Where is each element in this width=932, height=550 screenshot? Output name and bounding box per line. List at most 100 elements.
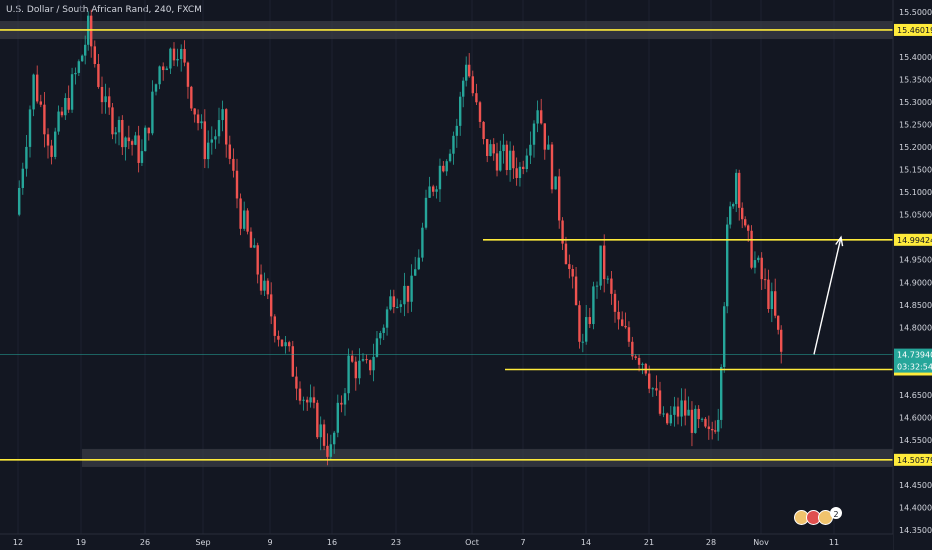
candle-bear [564,243,568,265]
candle-bull [57,111,60,132]
candle-bear [486,139,489,156]
candle-bull [389,296,392,310]
level-label: 14.50579 [897,456,932,465]
candle-bear [67,97,70,110]
candle-bull [379,332,382,339]
event-count-badge[interactable]: 2 [830,507,842,519]
candle-bear [298,388,302,401]
candle-bear [256,245,259,275]
candle-bear [777,315,780,330]
candle-bull [302,399,305,401]
candle-bull [18,187,21,215]
candle-bull [54,131,57,157]
candle-bull [448,153,452,162]
countdown-label: 03:32:54 [897,363,932,372]
candle-bear [100,86,104,103]
candle-bull [21,168,24,188]
candle-bear [340,402,343,405]
candle-bull [717,419,720,432]
candle-bull [735,172,738,205]
candle-bull [726,224,729,307]
candle-bear [270,294,273,317]
candle-bear [280,339,284,347]
candle-bear [774,291,777,316]
candle-bull [729,206,732,225]
candle-bull [757,257,760,261]
candle-bear [432,186,435,192]
candle-bull [599,245,602,286]
candle-bull [547,144,550,150]
candle-bear [295,376,298,389]
candle-bear [512,150,515,169]
price-tick-label: 14.90000 [899,278,932,287]
candle-bear [351,355,354,362]
candle-bear [610,278,613,294]
time-tick-label: 14 [581,538,591,547]
candle-bull [585,317,588,342]
candle-bull [529,144,532,156]
candle-bear [741,207,744,220]
price-tick-label: 15.50000 [899,8,932,17]
candle-bear [624,325,627,328]
candle-bear [291,346,294,377]
candle-bull [144,127,147,152]
candle-bear [760,257,763,280]
candle-bear [704,418,707,427]
current-price-label: 14.73940 [897,351,932,360]
candle-bear [108,96,111,108]
candle-bull [333,432,336,445]
time-tick-label: 26 [140,538,150,547]
candle-bull [680,400,683,417]
time-axis-bg [0,534,893,550]
candle-bull [180,48,183,60]
candle-bull [253,245,256,248]
current-price-bg [894,348,932,373]
candle-bull [669,414,672,424]
candle-bull [732,204,735,207]
candle-bear [203,121,207,160]
price-tick-label: 14.40000 [899,503,932,512]
price-tick-label: 15.20000 [899,143,932,152]
candle-bull [200,121,203,124]
candle-bear [369,360,372,371]
candle-bear [658,390,662,414]
candle-bull [140,151,144,163]
event-badges[interactable]: 2 [794,507,842,525]
candle-bear [468,64,471,77]
candle-bull [581,341,585,343]
candle-bull [358,360,361,379]
price-tick-label: 15.40000 [899,53,932,62]
candle-bull [154,84,158,92]
level-label: 15.46019 [897,26,932,35]
candle-bull [536,110,539,124]
candle-bear [442,165,445,172]
candle-bull [399,304,402,307]
candle-bear [127,137,131,142]
candle-bear [543,123,546,150]
candle-bear [225,109,228,145]
candle-bear [235,170,239,199]
candle-bull [455,125,459,136]
candle-bear [306,399,309,403]
candle-bear [46,134,50,146]
candle-bear [183,48,186,63]
candle-bear [471,76,474,94]
candle-bear [676,406,680,417]
candlestick-series [18,9,783,466]
candle-bear [571,268,574,277]
candle-bear [714,430,717,432]
candle-bear [93,46,96,65]
candle-bull [410,275,413,302]
level-label-bg [894,453,932,466]
candle-bull [114,132,117,135]
price-tick-label: 15.30000 [899,98,932,107]
candle-bull [452,135,455,154]
price-tick-label: 14.45000 [899,481,932,490]
candle-bull [382,327,385,333]
candle-bear [266,280,270,295]
candle-bear [406,285,410,302]
candle-bear [196,114,200,124]
price-tick-label: 15.35000 [899,76,932,85]
candle-bear [162,66,165,71]
